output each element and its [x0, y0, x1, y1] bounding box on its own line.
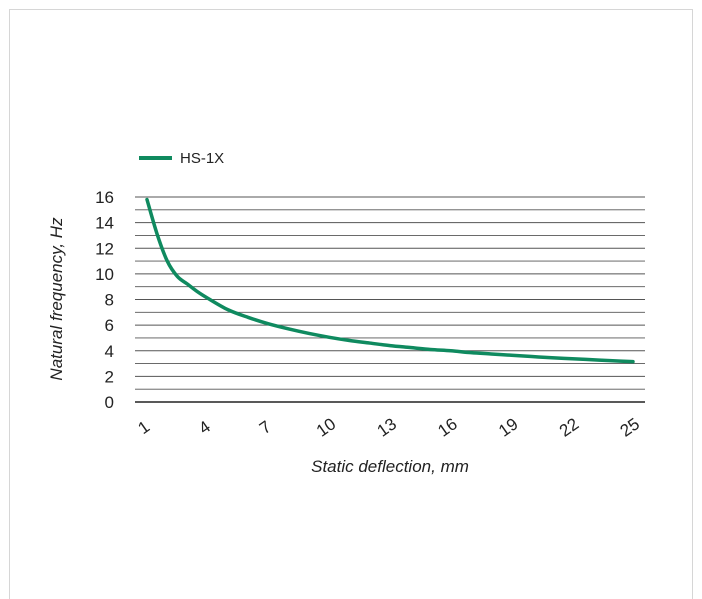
y-tick-label: 12: [95, 239, 114, 258]
x-tick-label: 19: [495, 414, 521, 440]
series-group: [145, 197, 635, 364]
y-axis-title: Natural frequency, Hz: [47, 217, 66, 381]
legend-label: HS-1X: [180, 150, 224, 167]
y-tick-label: 8: [105, 291, 114, 310]
x-tick-label: 4: [195, 417, 214, 438]
x-tick-label: 13: [374, 414, 400, 440]
x-tick-labels: 1 4 7 10 13 16 19 22 25: [135, 414, 644, 440]
x-tick-label: 1: [135, 417, 154, 438]
x-tick-label: 10: [313, 414, 339, 440]
legend: HS-1X: [139, 150, 224, 167]
y-tick-label: 4: [105, 342, 114, 361]
x-tick-label: 22: [556, 414, 582, 440]
y-tick-label: 0: [105, 393, 114, 412]
y-tick-label: 2: [105, 367, 114, 386]
series-line: [145, 197, 635, 364]
chart-panel: [9, 9, 693, 599]
x-tick-label: 7: [256, 417, 275, 438]
y-tick-label: 16: [95, 188, 114, 207]
y-tick-label: 10: [95, 265, 114, 284]
x-tick-label: 25: [617, 414, 643, 440]
x-axis-title: Static deflection, mm: [311, 457, 469, 476]
y-tick-labels: 0 2 4 6 8 10 12 14 16: [95, 188, 114, 412]
y-tick-label: 14: [95, 214, 114, 233]
gridlines: [135, 196, 645, 403]
x-tick-label: 16: [434, 414, 460, 440]
y-tick-label: 6: [105, 316, 114, 335]
